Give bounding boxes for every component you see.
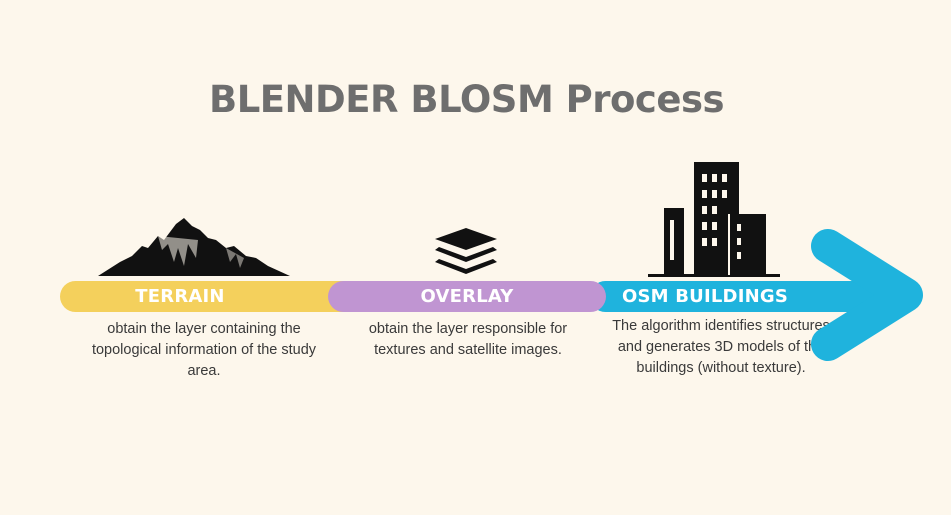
mountain-icon xyxy=(98,218,290,276)
step-terrain-label: TERRAIN xyxy=(135,286,225,307)
building-icon xyxy=(648,162,780,277)
arrow-head-icon xyxy=(811,229,923,361)
step-terrain-description: obtain the layer containing the topologi… xyxy=(91,321,317,379)
step-overlay-bar: OVERLAY xyxy=(328,281,606,312)
step-osm-buildings-bar: OSM BUILDINGS xyxy=(590,281,890,312)
step-osm-buildings-description: The algorithm identifies structures and … xyxy=(612,318,830,376)
layers-icon xyxy=(435,228,497,274)
page-title: BLENDER BLOSM Process xyxy=(209,78,725,121)
step-terrain-bar: TERRAIN xyxy=(60,281,360,312)
step-osm-buildings-label: OSM BUILDINGS xyxy=(622,286,788,307)
step-overlay-description: obtain the layer responsible for texture… xyxy=(368,321,568,358)
step-overlay-label: OVERLAY xyxy=(420,286,514,307)
